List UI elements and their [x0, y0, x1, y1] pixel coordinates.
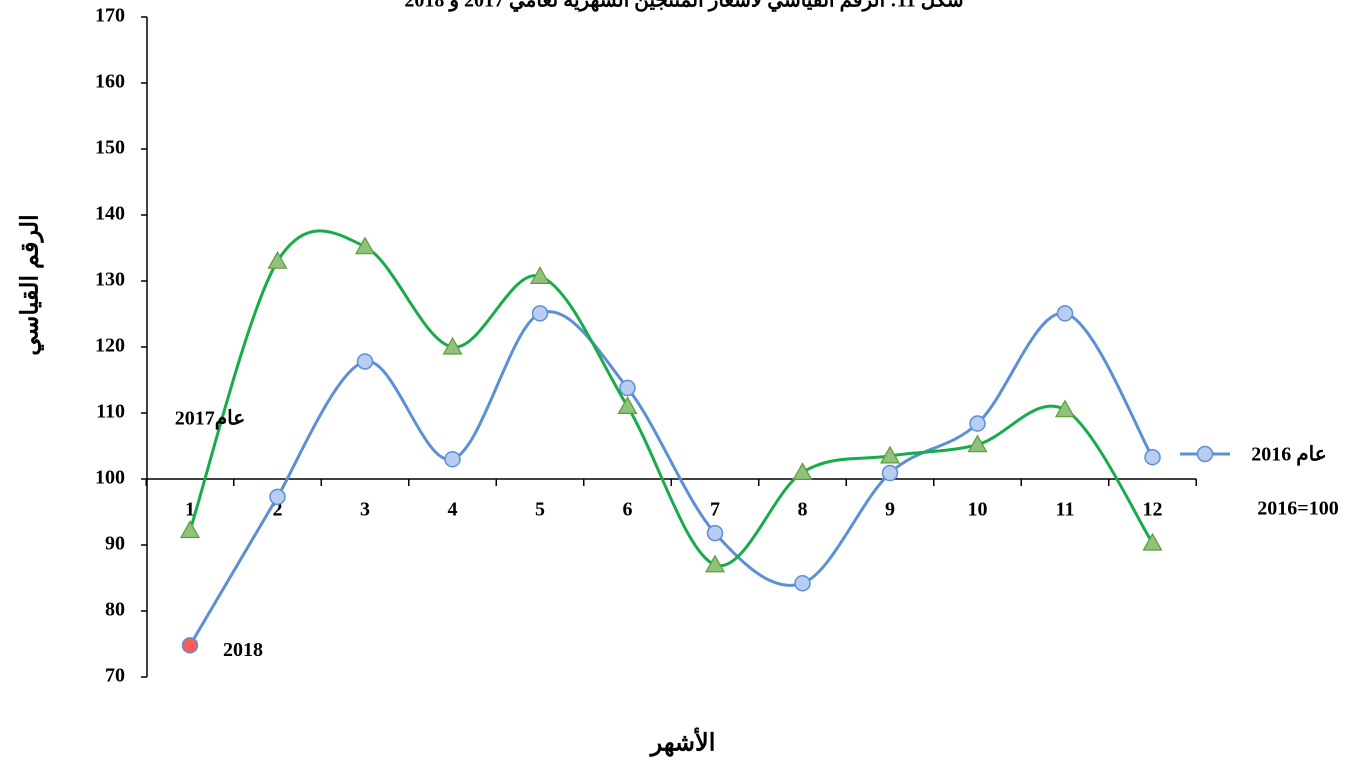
marker	[794, 575, 811, 592]
marker	[967, 434, 988, 453]
x-tick-label: 5	[535, 499, 545, 521]
marker	[356, 353, 374, 370]
marker	[879, 445, 901, 464]
x-tick-label: 2	[273, 499, 283, 521]
y-tick-label: 130	[95, 269, 125, 291]
y-tick-label: 160	[95, 71, 125, 93]
series-label: عام2017	[175, 408, 245, 431]
y-tick-label: 140	[95, 203, 125, 225]
marker	[792, 462, 813, 480]
marker	[706, 524, 724, 542]
marker	[529, 266, 551, 284]
y-tick-label: 70	[105, 665, 125, 687]
chart-title: شكل 11: الرقم القياسي لأسعار المنتجين ال…	[404, 0, 963, 13]
marker	[1054, 399, 1076, 418]
x-tick-label: 11	[1056, 499, 1075, 521]
line	[188, 229, 1154, 568]
x-tick-label: 6	[623, 499, 633, 521]
point-label: 2018	[223, 639, 263, 661]
x-axis-title: الأشهر	[649, 726, 716, 758]
y-tick-label: 120	[95, 335, 125, 357]
marker	[619, 379, 636, 397]
x-tick-label: 10	[968, 499, 988, 521]
marker	[704, 554, 726, 573]
x-tick-label: 8	[798, 499, 808, 521]
marker	[354, 236, 376, 255]
y-tick-label: 170	[95, 5, 125, 27]
marker	[1144, 448, 1161, 466]
y-axis-title: الرقم القياسي	[18, 214, 45, 355]
x-tick-label: 3	[360, 499, 370, 521]
marker	[267, 250, 288, 269]
y-tick-label: 100	[95, 467, 125, 489]
marker	[1142, 532, 1163, 551]
marker	[969, 415, 986, 432]
legend-marker	[1196, 445, 1214, 463]
y-tick-label: 150	[95, 137, 125, 159]
line	[188, 310, 1154, 647]
marker	[1056, 305, 1074, 322]
marker	[444, 450, 461, 468]
marker	[269, 488, 286, 506]
legend-label: عام 2016	[1251, 444, 1326, 467]
y-tick-label: 110	[96, 401, 125, 423]
marker	[617, 396, 638, 414]
y-tick-label: 80	[105, 599, 125, 621]
marker	[181, 637, 199, 654]
marker	[531, 305, 549, 322]
y-tick-label: 90	[105, 533, 125, 555]
marker	[179, 520, 201, 539]
x-tick-label: 9	[885, 499, 895, 521]
x-tick-label: 1	[185, 499, 195, 521]
base-note: 2016=100	[1257, 498, 1338, 520]
marker	[442, 336, 463, 355]
x-tick-label: 12	[1143, 499, 1163, 521]
x-tick-label: 4	[448, 499, 458, 521]
x-tick-label: 7	[710, 499, 720, 521]
marker	[881, 464, 899, 482]
